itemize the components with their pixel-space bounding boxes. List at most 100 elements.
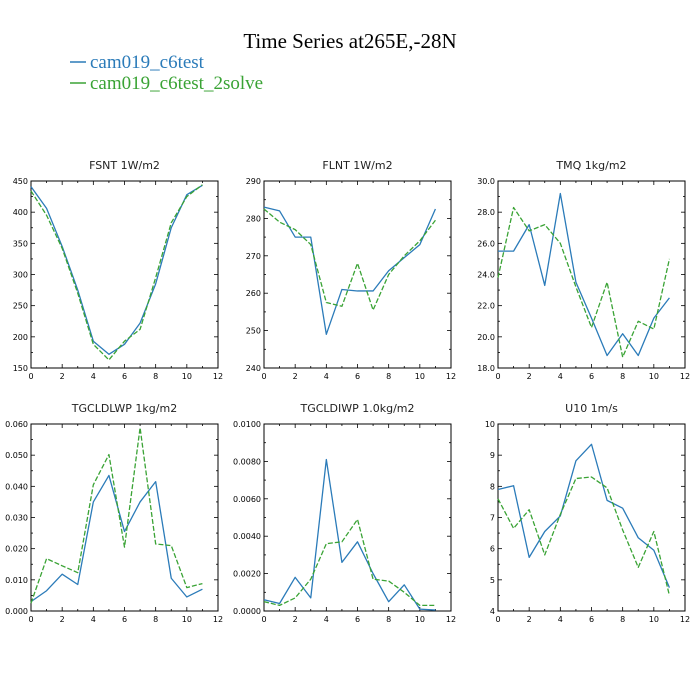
chart-panel-5: TGCLDIWP 1.0kg/m2 0 2 4 6 8 10 12 0.0000 0.0020 0.… <box>233 402 456 624</box>
y-tick-label: 0.040 <box>5 482 28 491</box>
x-tick-label: 0 <box>495 615 500 624</box>
y-tick-label: 400 <box>13 208 28 217</box>
y-tick-label: 0.0100 <box>233 420 261 429</box>
y-tick-label: 0.020 <box>5 545 28 554</box>
x-tick-label: 8 <box>153 372 158 381</box>
y-tick-label: 30.0 <box>477 177 495 186</box>
legend-label-1: cam019_c6test <box>90 52 205 73</box>
y-tick-label: 5 <box>490 576 495 585</box>
y-tick-label: 9 <box>490 451 495 460</box>
y-tick-label: 0.060 <box>5 420 28 429</box>
x-tick-label: 10 <box>182 372 192 381</box>
x-tick-label: 2 <box>60 372 65 381</box>
x-tick-label: 8 <box>386 372 391 381</box>
x-tick-label: 12 <box>680 372 690 381</box>
x-tick-label: 0 <box>495 372 500 381</box>
x-tick-label: 6 <box>589 372 594 381</box>
y-tick-label: 7 <box>490 514 495 523</box>
panel-title: TMQ 1kg/m2 <box>555 159 626 172</box>
x-tick-label: 2 <box>60 615 65 624</box>
chart-panels: FSNT 1W/m20 2 4 6 8 10 12150200250300350400450… <box>5 159 690 624</box>
y-tick-label: 200 <box>13 333 28 342</box>
series-line-1 <box>498 192 670 357</box>
y-tick-label: 0.0040 <box>233 532 261 541</box>
panel-title: TGCLDLWP 1kg/m2 <box>71 402 177 415</box>
figure-legend: cam019_c6test cam019_c6test_2solve <box>70 52 263 94</box>
y-tick-label: 22.0 <box>477 302 495 311</box>
x-tick-label: 4 <box>91 372 96 381</box>
series-line-2 <box>263 208 436 311</box>
series-line-2 <box>497 206 671 358</box>
x-tick-label: 0 <box>28 615 33 624</box>
x-tick-label: 2 <box>527 615 532 624</box>
panel-title: FLNT 1W/m2 <box>322 159 392 172</box>
y-tick-label: 280 <box>246 214 261 223</box>
x-tick-label: 0 <box>261 615 266 624</box>
y-tick-label: 300 <box>13 271 28 280</box>
y-tick-label: 8 <box>490 482 495 491</box>
series-line-1 <box>30 184 203 355</box>
y-tick-label: 350 <box>13 239 28 248</box>
x-tick-label: 8 <box>620 615 625 624</box>
x-tick-label: 4 <box>558 615 563 624</box>
x-tick-label: 12 <box>446 372 456 381</box>
y-tick-label: 0.0020 <box>233 570 261 579</box>
x-tick-label: 4 <box>324 372 329 381</box>
x-tick-label: 10 <box>182 615 192 624</box>
x-tick-label: 10 <box>415 615 425 624</box>
y-tick-label: 450 <box>13 177 28 186</box>
x-tick-label: 6 <box>122 615 127 624</box>
panel-title: FSNT 1W/m2 <box>89 159 160 172</box>
plot-frame <box>263 180 452 369</box>
x-tick-label: 6 <box>589 615 594 624</box>
figure-title: Time Series at265E,-28N <box>243 29 456 53</box>
x-tick-label: 4 <box>91 615 96 624</box>
x-tick-label: 8 <box>386 615 391 624</box>
series-line-1 <box>263 206 437 335</box>
y-tick-label: 18.0 <box>477 364 495 373</box>
y-tick-label: 290 <box>246 177 261 186</box>
x-tick-label: 2 <box>527 372 532 381</box>
chart-panel-6: U10 1m/s 0 2 4 6 8 10 12 4 5 6 7 8 9 10 <box>485 402 690 624</box>
series-line-1 <box>30 474 203 603</box>
x-tick-label: 10 <box>649 615 659 624</box>
x-tick-label: 12 <box>680 615 690 624</box>
series-line-2 <box>263 518 436 607</box>
x-tick-label: 0 <box>28 372 33 381</box>
x-tick-label: 12 <box>213 615 223 624</box>
x-tick-label: 6 <box>122 372 127 381</box>
panel-title: U10 1m/s <box>565 402 618 415</box>
y-tick-label: 270 <box>246 252 261 261</box>
plot-frame <box>30 423 219 612</box>
panel-title: TGCLDIWP 1.0kg/m2 <box>299 402 414 415</box>
y-tick-label: 24.0 <box>477 271 495 280</box>
series-line-1 <box>263 458 436 611</box>
y-tick-label: 10 <box>485 420 495 429</box>
y-tick-label: 250 <box>246 327 261 336</box>
series-line-2 <box>30 184 203 361</box>
x-tick-label: 12 <box>213 372 223 381</box>
y-tick-label: 0.0000 <box>233 607 261 616</box>
series-line-1 <box>497 443 671 588</box>
series-line-2 <box>497 476 671 596</box>
x-tick-label: 0 <box>261 372 266 381</box>
plot-frame <box>497 423 686 612</box>
y-tick-label: 150 <box>13 364 28 373</box>
chart-panel-4: TGCLDLWP 1kg/m2 0 2 4 6 8 10 12 0.000 0.010 0.020 0… <box>5 402 223 624</box>
y-tick-label: 250 <box>13 302 28 311</box>
x-tick-label: 8 <box>153 615 158 624</box>
chart-panel-1: FSNT 1W/m2 0 2 4 6 8 10 12 150 200 250 300 350 400 450 <box>13 159 223 381</box>
y-tick-label: 0.010 <box>5 576 28 585</box>
y-tick-label: 0.050 <box>5 451 28 460</box>
chart-panel-2: FLNT 1W/m2 0 2 4 6 8 10 12 240 250 260 270 280 290 <box>246 159 456 381</box>
y-tick-label: 0.0060 <box>233 495 261 504</box>
x-tick-label: 12 <box>446 615 456 624</box>
legend-label-2: cam019_c6test_2solve <box>90 73 263 94</box>
y-tick-label: 20.0 <box>477 333 495 342</box>
x-tick-label: 4 <box>324 615 329 624</box>
y-tick-label: 260 <box>246 289 261 298</box>
x-tick-label: 4 <box>558 372 563 381</box>
plot-frame <box>30 180 219 369</box>
x-tick-label: 6 <box>355 372 360 381</box>
y-tick-label: 0.0080 <box>233 457 261 466</box>
